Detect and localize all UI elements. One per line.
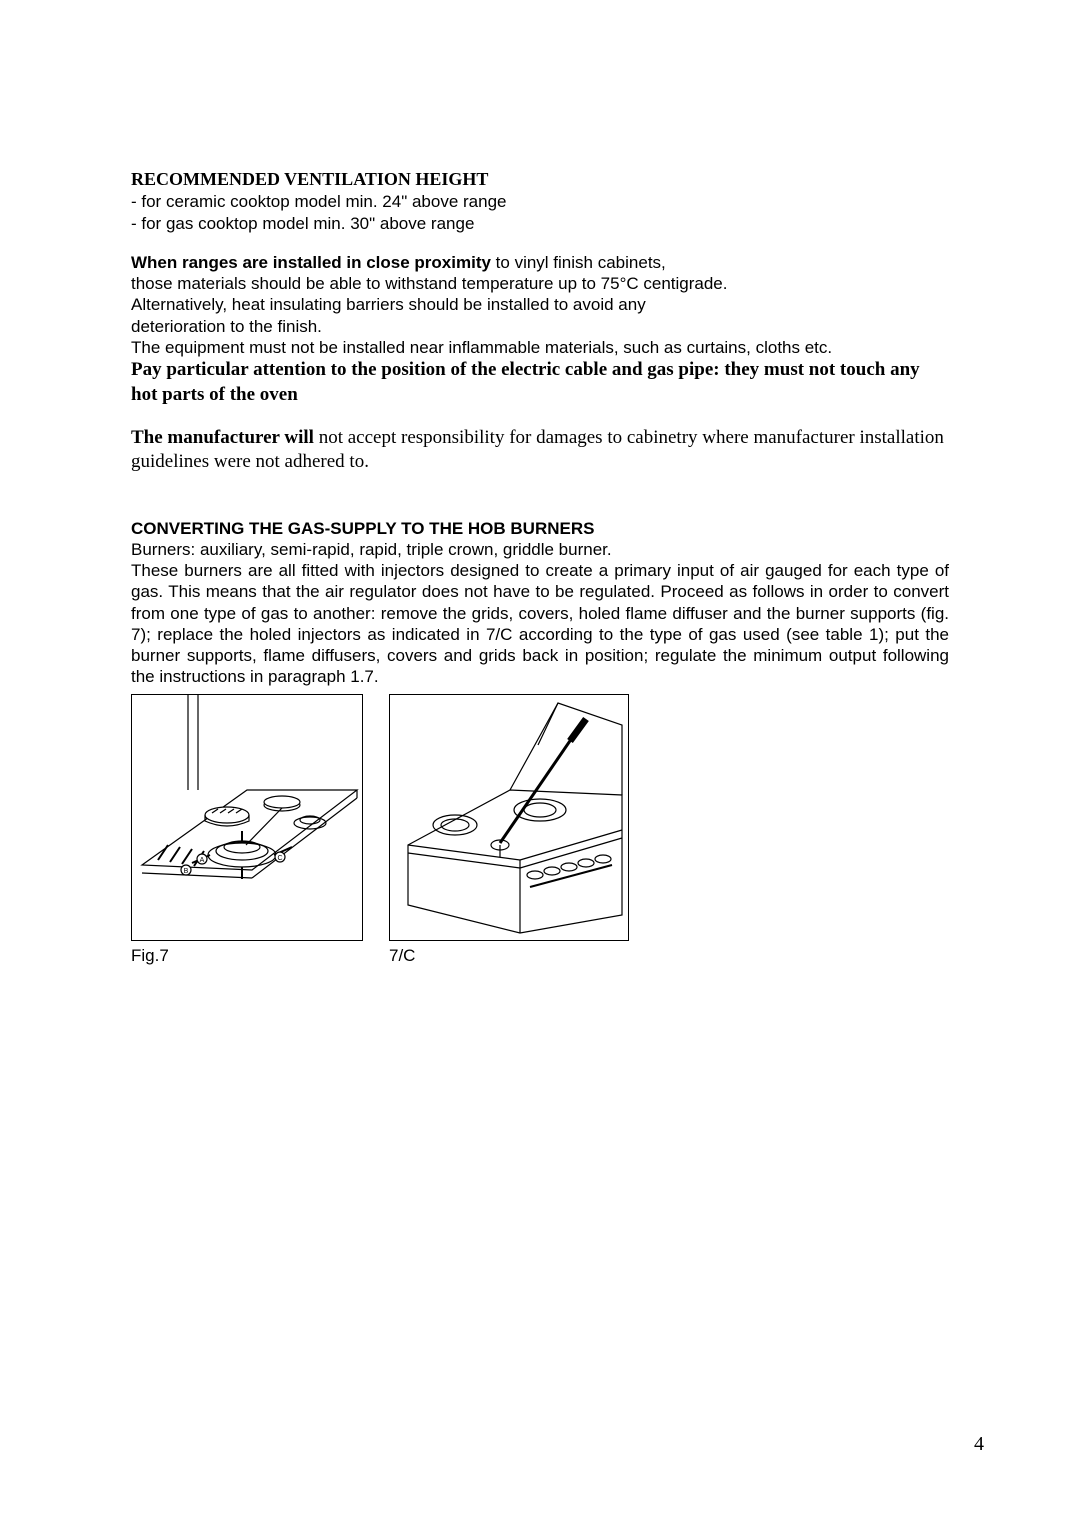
responsibility-lead-bold: The manufacturer will — [131, 427, 314, 448]
rec-vent-heading: RECOMMENDED VENTILATION HEIGHT — [131, 168, 949, 191]
converting-section: CONVERTING THE GAS-SUPPLY TO THE HOB BUR… — [131, 519, 949, 688]
caption-fig7: Fig.7 — [131, 945, 389, 966]
caption-fig7c: 7/C — [389, 945, 415, 966]
caption-row: Fig.7 7/C — [131, 945, 949, 966]
proximity-line3: Alternatively, heat insulating barriers … — [131, 294, 949, 315]
responsibility-section: The manufacturer will not accept respons… — [131, 426, 949, 475]
rec-vent-section: RECOMMENDED VENTILATION HEIGHT - for cer… — [131, 168, 949, 234]
svg-text:A: A — [200, 857, 205, 864]
page-content: RECOMMENDED VENTILATION HEIGHT - for cer… — [131, 168, 949, 966]
figure-7c — [389, 694, 629, 941]
converting-para: These burners are all fitted with inject… — [131, 560, 949, 688]
converting-heading: CONVERTING THE GAS-SUPPLY TO THE HOB BUR… — [131, 519, 949, 539]
figure-7c-svg — [390, 695, 630, 942]
proximity-lead-rest: to vinyl finish cabinets, — [491, 253, 666, 272]
figure-7: A B C — [131, 694, 363, 941]
proximity-line1: When ranges are installed in close proxi… — [131, 252, 949, 273]
responsibility-text: The manufacturer will not accept respons… — [131, 426, 949, 475]
page-number: 4 — [974, 1433, 984, 1456]
svg-text:C: C — [277, 855, 282, 862]
proximity-line2: those materials should be able to withst… — [131, 273, 949, 294]
rec-vent-line1: - for ceramic cooktop model min. 24" abo… — [131, 191, 949, 212]
proximity-line5: The equipment must not be installed near… — [131, 337, 949, 358]
proximity-warning: Pay particular attention to the position… — [131, 358, 949, 407]
rec-vent-line2: - for gas cooktop model min. 30" above r… — [131, 213, 949, 234]
proximity-lead-bold: When ranges are installed in close proxi… — [131, 253, 491, 272]
converting-line1: Burners: auxiliary, semi-rapid, rapid, t… — [131, 539, 949, 560]
figure-7-svg: A B C — [132, 695, 364, 942]
proximity-section: When ranges are installed in close proxi… — [131, 252, 949, 408]
svg-text:B: B — [184, 868, 189, 875]
proximity-line4: deterioration to the finish. — [131, 316, 949, 337]
figures-row: A B C — [131, 694, 949, 941]
